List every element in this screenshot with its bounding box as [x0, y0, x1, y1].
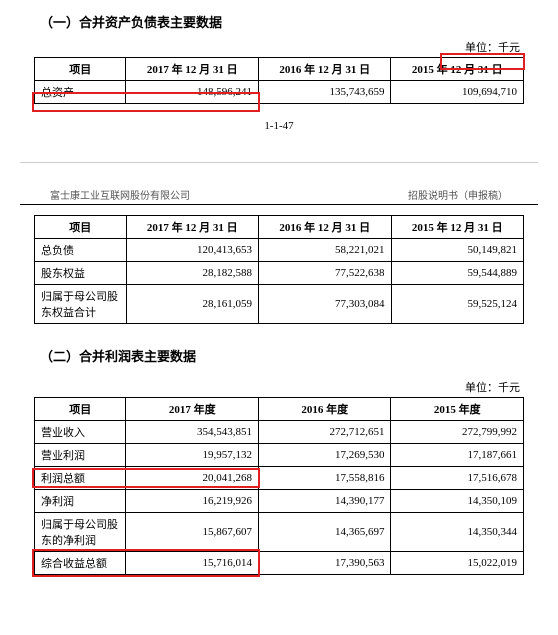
row-val-2017: 19,957,132 — [126, 444, 259, 467]
row-val-2015: 50,149,821 — [391, 239, 524, 262]
row-val-2017: 20,041,268 — [126, 467, 259, 490]
row-label: 净利润 — [35, 490, 126, 513]
col-2017: 2017 年 12 月 31 日 — [126, 58, 259, 81]
row-val-2016: 17,390,563 — [258, 552, 391, 575]
row-val-2016: 272,712,651 — [258, 421, 391, 444]
col-2017: 2017 年 12 月 31 日 — [126, 216, 259, 239]
row-val-2017: 148,596,241 — [126, 81, 259, 104]
table-row: 总资产 148,596,241 135,743,659 109,694,710 — [35, 81, 524, 104]
row-val-2017: 15,716,014 — [126, 552, 259, 575]
col-item: 项目 — [35, 216, 127, 239]
row-val-2015: 109,694,710 — [391, 81, 524, 104]
section2-title: （二）合并利润表主要数据 — [0, 324, 558, 373]
table-row: 股东权益28,182,58877,522,63859,544,889 — [35, 262, 524, 285]
row-val-2015: 59,525,124 — [391, 285, 524, 324]
row-label: 总负债 — [35, 239, 127, 262]
row-val-2017: 120,413,653 — [126, 239, 259, 262]
col-2015: 2015 年 12 月 31 日 — [391, 216, 524, 239]
row-val-2016: 77,522,638 — [259, 262, 391, 285]
row-val-2017: 28,182,588 — [126, 262, 259, 285]
doc-type: 招股说明书（申报稿） — [408, 187, 508, 202]
row-val-2017: 28,161,059 — [126, 285, 259, 324]
table-row: 总负债120,413,65358,221,02150,149,821 — [35, 239, 524, 262]
table-row: 归属于母公司股东的净利润15,867,60714,365,69714,350,3… — [35, 513, 524, 552]
row-label: 归属于母公司股东权益合计 — [35, 285, 127, 324]
table-row: 营业收入354,543,851272,712,651272,799,992 — [35, 421, 524, 444]
row-label: 总资产 — [35, 81, 126, 104]
row-label: 营业收入 — [35, 421, 126, 444]
page-header-line: 富士康工业互联网股份有限公司 招股说明书（申报稿） — [20, 163, 538, 205]
col-2016: 2016 年 12 月 31 日 — [259, 216, 391, 239]
row-label: 营业利润 — [35, 444, 126, 467]
col-2015: 2015 年度 — [391, 398, 524, 421]
row-val-2016: 135,743,659 — [258, 81, 391, 104]
col-2016: 2016 年 12 月 31 日 — [258, 58, 391, 81]
row-val-2016: 17,558,816 — [258, 467, 391, 490]
row-val-2017: 15,867,607 — [126, 513, 259, 552]
row-val-2016: 14,365,697 — [258, 513, 391, 552]
balance-sheet-table-bottom: 项目 2017 年 12 月 31 日 2016 年 12 月 31 日 201… — [34, 215, 524, 324]
row-val-2015: 17,516,678 — [391, 467, 524, 490]
row-val-2015: 14,350,109 — [391, 490, 524, 513]
row-val-2016: 58,221,021 — [259, 239, 391, 262]
row-val-2016: 77,303,084 — [259, 285, 391, 324]
row-label: 综合收益总额 — [35, 552, 126, 575]
table-row: 净利润16,219,92614,390,17714,350,109 — [35, 490, 524, 513]
table-header-row: 项目 2017 年 12 月 31 日 2016 年 12 月 31 日 201… — [35, 216, 524, 239]
row-label: 股东权益 — [35, 262, 127, 285]
section2-unit: 单位：千元 — [0, 373, 558, 397]
col-item: 项目 — [35, 58, 126, 81]
page-number: 1-1-47 — [0, 104, 558, 162]
row-label: 利润总额 — [35, 467, 126, 490]
row-val-2015: 17,187,661 — [391, 444, 524, 467]
col-2017: 2017 年度 — [126, 398, 259, 421]
row-val-2016: 17,269,530 — [258, 444, 391, 467]
row-val-2017: 16,219,926 — [126, 490, 259, 513]
row-label: 归属于母公司股东的净利润 — [35, 513, 126, 552]
section1-title: （一）合并资产负债表主要数据 — [0, 0, 558, 39]
col-2015: 2015 年 12 月 31 日 — [391, 58, 524, 81]
income-statement-table: 项目 2017 年度 2016 年度 2015 年度 营业收入354,543,8… — [34, 397, 524, 575]
section1-unit: 单位：千元 — [0, 39, 558, 57]
balance-sheet-table-top: 项目 2017 年 12 月 31 日 2016 年 12 月 31 日 201… — [34, 57, 524, 104]
company-name: 富士康工业互联网股份有限公司 — [50, 187, 190, 202]
row-val-2015: 14,350,344 — [391, 513, 524, 552]
table-header-row: 项目 2017 年 12 月 31 日 2016 年 12 月 31 日 201… — [35, 58, 524, 81]
table-row: 综合收益总额15,716,01417,390,56315,022,019 — [35, 552, 524, 575]
table-row: 利润总额20,041,26817,558,81617,516,678 — [35, 467, 524, 490]
col-2016: 2016 年度 — [258, 398, 391, 421]
row-val-2016: 14,390,177 — [258, 490, 391, 513]
table-row: 归属于母公司股东权益合计28,161,05977,303,08459,525,1… — [35, 285, 524, 324]
row-val-2015: 272,799,992 — [391, 421, 524, 444]
table-row: 营业利润19,957,13217,269,53017,187,661 — [35, 444, 524, 467]
row-val-2017: 354,543,851 — [126, 421, 259, 444]
row-val-2015: 15,022,019 — [391, 552, 524, 575]
table-header-row: 项目 2017 年度 2016 年度 2015 年度 — [35, 398, 524, 421]
row-val-2015: 59,544,889 — [391, 262, 524, 285]
col-item: 项目 — [35, 398, 126, 421]
